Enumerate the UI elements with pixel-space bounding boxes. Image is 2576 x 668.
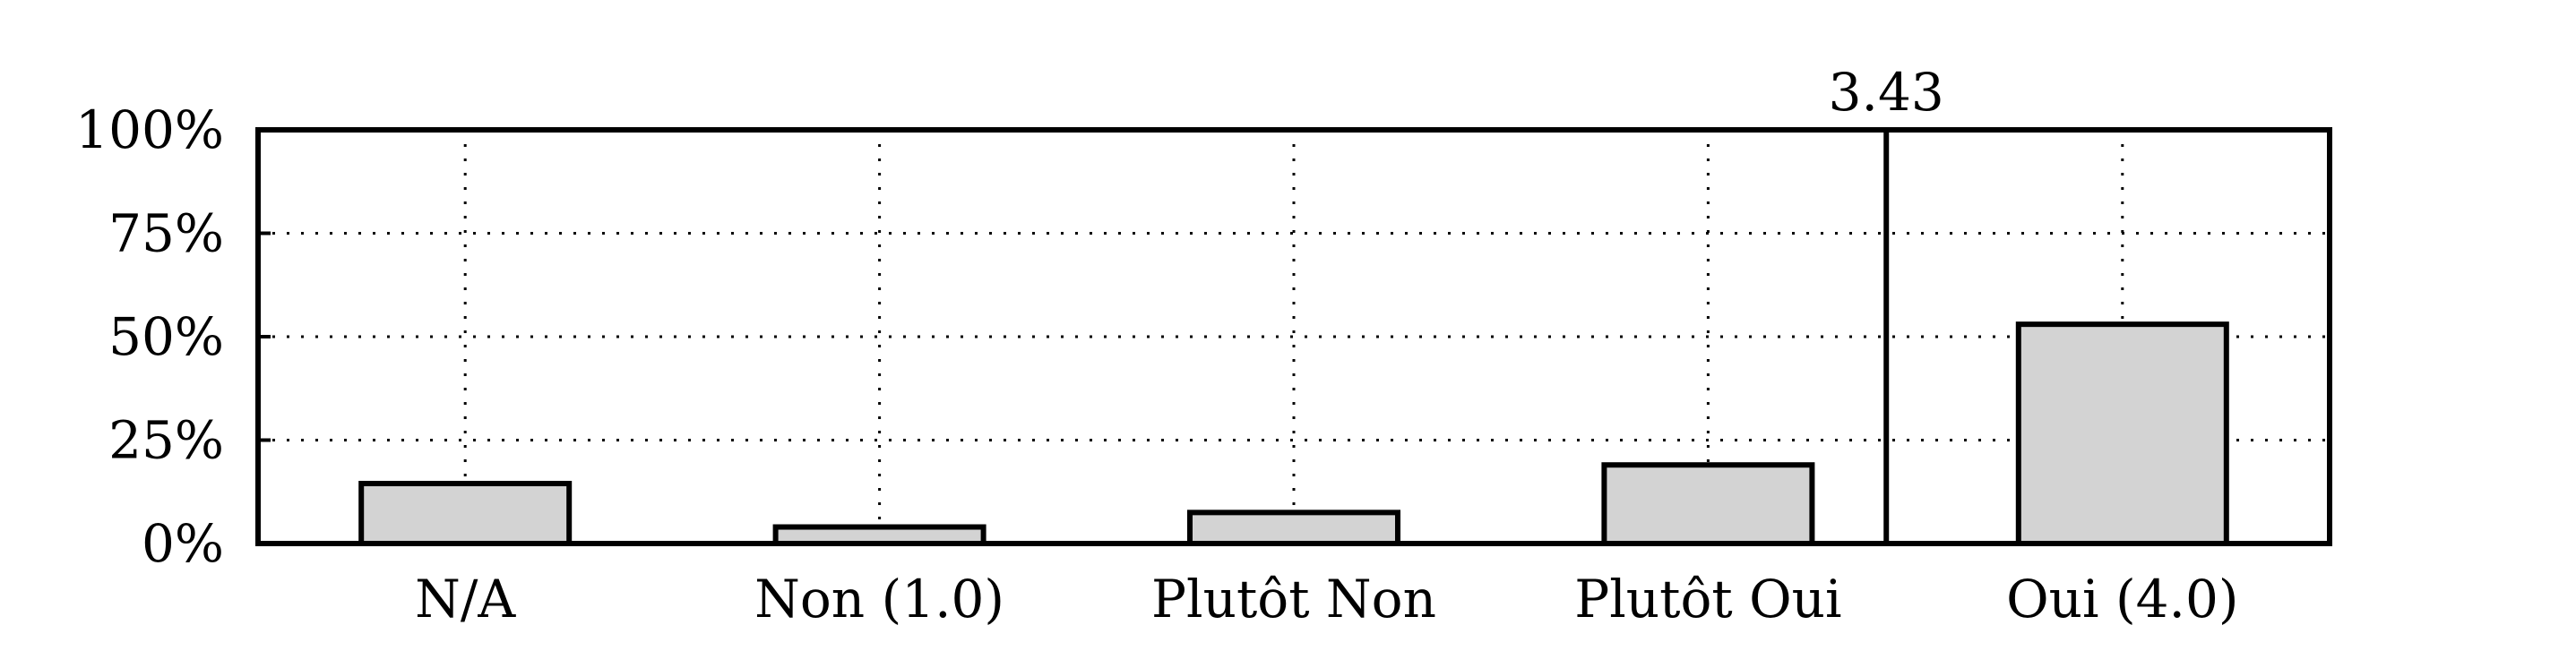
mean-label: 3.43: [1829, 62, 1944, 123]
bar: [358, 481, 573, 547]
y-tick-label: 0%: [142, 513, 224, 574]
bars: [358, 321, 2229, 547]
y-tick-label: 100%: [75, 99, 224, 160]
y-tick-labels: 0% 25% 50% 75% 100%: [75, 99, 224, 574]
bar: [1187, 510, 1400, 546]
bar: [2015, 321, 2229, 547]
x-tick-label: Plutôt Oui: [1574, 569, 1841, 629]
x-tick-label: Non (1.0): [754, 569, 1004, 629]
x-tick-labels: N/A Non (1.0) Plutôt Non Plutôt Oui Oui (4.0…: [415, 569, 2238, 629]
y-tick-label: 25%: [108, 410, 224, 471]
mean-marker: 3.43: [1829, 62, 1944, 544]
y-tick-label: 50%: [108, 306, 224, 367]
x-tick-label: Plutôt Non: [1151, 569, 1436, 629]
x-tick-label: Oui (4.0): [2006, 569, 2238, 629]
y-tick-label: 75%: [108, 203, 224, 264]
bar: [1601, 462, 1815, 546]
plot-frame: [255, 127, 2332, 546]
x-tick-label: N/A: [415, 569, 516, 629]
